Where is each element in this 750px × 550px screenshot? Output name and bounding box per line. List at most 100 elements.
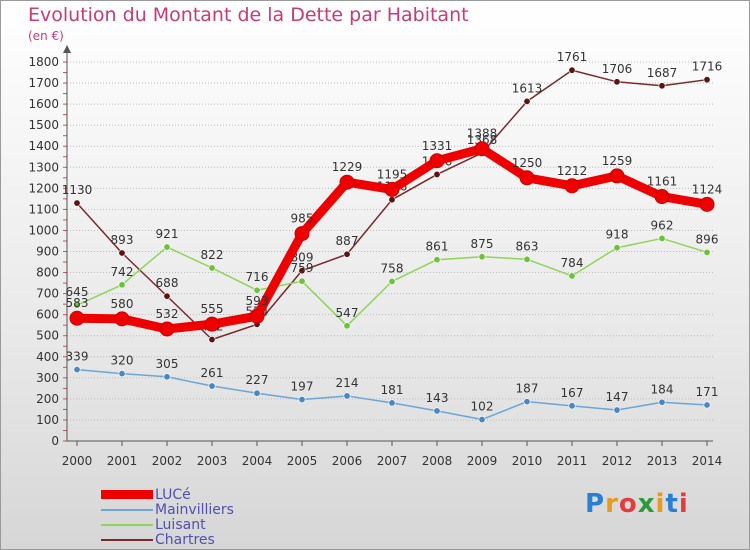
data-point xyxy=(204,316,220,332)
y-axis-arrow xyxy=(63,45,71,53)
data-label: 167 xyxy=(561,386,584,400)
legend-swatch-mainvilliers xyxy=(101,508,153,511)
data-point xyxy=(208,264,216,272)
data-point xyxy=(163,243,171,251)
data-point xyxy=(73,301,81,309)
data-label: 863 xyxy=(516,239,539,253)
data-label: 1124 xyxy=(692,182,723,196)
data-label: 187 xyxy=(516,382,539,396)
legend-item-chartres: Chartres xyxy=(101,532,215,548)
y-tick-label: 900 xyxy=(36,245,59,259)
data-label: 1706 xyxy=(602,62,633,76)
data-label: 1229 xyxy=(332,160,363,174)
data-label: 716 xyxy=(246,270,269,284)
data-label: 147 xyxy=(606,390,629,404)
data-point xyxy=(343,250,351,258)
data-point xyxy=(609,168,625,184)
data-point xyxy=(703,401,711,409)
data-point xyxy=(433,256,441,264)
y-tick-label: 300 xyxy=(36,371,59,385)
data-label: 184 xyxy=(651,382,674,396)
legend-item-mainvilliers: Mainvilliers xyxy=(101,501,234,518)
logo-letter: t xyxy=(665,489,679,519)
y-tick-label: 1300 xyxy=(28,160,59,174)
y-tick-label: 600 xyxy=(36,308,59,322)
logo-letter: i xyxy=(655,489,666,519)
data-label: 985 xyxy=(291,212,314,226)
data-label: 197 xyxy=(291,380,314,394)
x-tick-label: 2004 xyxy=(242,454,273,468)
y-tick-label: 1600 xyxy=(28,97,59,111)
data-label: 261 xyxy=(201,366,224,380)
data-point xyxy=(294,226,310,242)
legend-swatch-luisant xyxy=(101,523,153,526)
data-point xyxy=(568,402,576,410)
data-label: 1331 xyxy=(422,139,453,153)
data-point xyxy=(474,141,490,157)
data-label: 809 xyxy=(291,251,314,265)
y-tick-label: 100 xyxy=(36,413,59,427)
data-label: 896 xyxy=(696,232,719,246)
data-point xyxy=(703,248,711,256)
x-tick-label: 2008 xyxy=(422,454,453,468)
x-tick-label: 2011 xyxy=(557,454,588,468)
data-label: 1388 xyxy=(467,127,498,141)
data-point xyxy=(523,97,531,105)
y-tick-label: 400 xyxy=(36,350,59,364)
data-point xyxy=(114,311,130,327)
y-tick-label: 800 xyxy=(36,266,59,280)
data-point xyxy=(343,392,351,400)
data-point xyxy=(163,373,171,381)
x-tick-label: 2012 xyxy=(602,454,633,468)
data-label: 758 xyxy=(381,261,404,275)
data-label: 875 xyxy=(471,237,494,251)
data-label: 645 xyxy=(66,285,89,299)
data-label: 547 xyxy=(336,306,359,320)
logo-letter: r xyxy=(605,489,619,519)
data-label: 688 xyxy=(156,276,179,290)
data-label: 918 xyxy=(606,228,629,242)
data-point xyxy=(73,366,81,374)
x-tick-label: 2006 xyxy=(332,454,363,468)
logo-letter: o xyxy=(618,489,638,519)
data-point xyxy=(519,170,535,186)
logo-letter: P xyxy=(585,489,606,519)
data-label: 214 xyxy=(336,376,359,390)
data-point xyxy=(658,234,666,242)
data-point xyxy=(163,292,171,300)
logo-letter: x xyxy=(637,489,656,519)
data-point xyxy=(253,389,261,397)
data-point xyxy=(159,321,175,337)
data-label: 887 xyxy=(336,234,359,248)
data-label: 1761 xyxy=(557,50,588,64)
data-label: 305 xyxy=(156,357,179,371)
y-tick-label: 1000 xyxy=(28,223,59,237)
legend-label-mainvilliers: Mainvilliers xyxy=(155,501,234,518)
data-point xyxy=(523,255,531,263)
data-point xyxy=(298,267,306,275)
data-label: 102 xyxy=(471,400,494,414)
legend-item-luce: LUCé xyxy=(101,487,191,503)
y-tick-label: 1700 xyxy=(28,76,59,90)
y-tick-label: 1400 xyxy=(28,139,59,153)
x-tick-label: 2005 xyxy=(287,454,318,468)
data-point xyxy=(523,398,531,406)
data-point xyxy=(253,286,261,294)
data-label: 822 xyxy=(201,248,224,262)
y-tick-label: 1500 xyxy=(28,118,59,132)
x-tick-label: 2013 xyxy=(647,454,678,468)
series-line xyxy=(76,69,708,341)
data-label: 181 xyxy=(381,383,404,397)
data-point xyxy=(298,277,306,285)
data-label: 742 xyxy=(111,265,134,279)
data-point xyxy=(613,406,621,414)
chart-unit: (en €) xyxy=(28,29,64,43)
data-point xyxy=(703,76,711,84)
data-label: 1250 xyxy=(512,156,543,170)
data-label: 339 xyxy=(66,350,89,364)
data-point xyxy=(208,382,216,390)
data-point xyxy=(343,322,351,330)
data-label: 759 xyxy=(291,261,314,275)
data-label: 1130 xyxy=(62,183,93,197)
data-label: 580 xyxy=(111,297,134,311)
